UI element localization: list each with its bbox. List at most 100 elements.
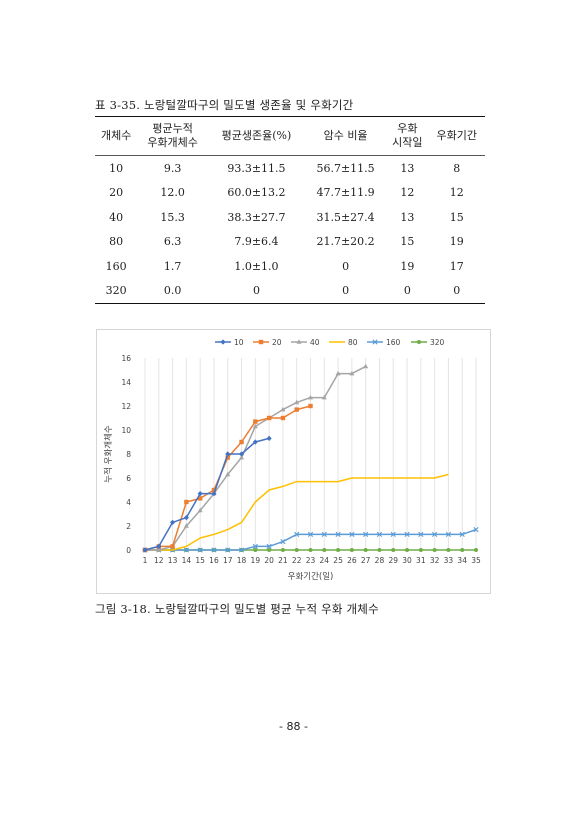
y-tick-label: 12 [121, 402, 131, 411]
x-tick-label: 35 [471, 556, 481, 565]
table-cell: 7.9±6.4 [234, 235, 279, 249]
table-cell: 0 [342, 259, 350, 273]
data-point [474, 548, 478, 552]
column-header: 평균생존율(%) [207, 116, 305, 156]
table-cell: 12 [400, 186, 415, 200]
data-point [404, 531, 410, 537]
data-point [294, 531, 300, 537]
table-cell: 13 [400, 210, 415, 224]
table-cell: 320 [95, 278, 138, 304]
data-point [335, 370, 341, 376]
data-point [239, 439, 244, 445]
data-point [253, 548, 258, 552]
y-tick-label: 8 [126, 450, 131, 459]
data-point [349, 531, 355, 537]
x-tick-label: 26 [347, 556, 357, 565]
series-line-10 [144, 437, 270, 551]
table-cell: 0 [428, 278, 485, 304]
data-point [349, 548, 354, 552]
data-point [170, 544, 175, 549]
column-header-line: 평균생존율(%) [221, 129, 292, 142]
data-point [417, 340, 421, 344]
table-header-row: 개체수 평균누적 우화개체수 평균생존율(%) 암수 비율 우화 시작일 우화기간 [95, 116, 485, 156]
table-row: 160 1.7 1.0±1.0 0 19 17 [95, 254, 485, 279]
data-point [183, 523, 189, 528]
data-point [280, 548, 285, 552]
x-tick-label: 33 [444, 556, 454, 565]
table-cell: 15 [400, 235, 415, 249]
data-point [183, 515, 189, 521]
column-header: 암수 비율 [305, 116, 387, 156]
data-point [445, 531, 452, 537]
x-tick-label: 20 [264, 556, 274, 565]
data-point [294, 407, 299, 412]
column-header-line: 시작일 [392, 136, 423, 149]
table-cell: 12.0 [160, 186, 185, 200]
x-tick-label: 22 [292, 556, 302, 565]
data-point [280, 406, 286, 412]
table-cell: 47.7±11.9 [316, 186, 375, 200]
y-tick-label: 6 [126, 474, 131, 483]
x-tick-label: 16 [209, 556, 219, 565]
legend-label: 40 [310, 338, 320, 347]
x-tick-label: 18 [237, 556, 247, 565]
data-point [252, 439, 258, 445]
table-row: 320 0.0 0 0 0 0 [95, 278, 485, 304]
data-point [308, 403, 313, 409]
table-cell: 19 [449, 235, 464, 249]
x-tick-label: 28 [375, 556, 385, 565]
table-cell: 38.3±27.7 [227, 210, 286, 224]
table-cell: 1.0±1.0 [234, 259, 279, 273]
data-point [391, 548, 396, 552]
data-point [376, 531, 383, 537]
table-cell: 60.0±13.2 [227, 186, 286, 200]
x-tick-label: 17 [223, 556, 233, 565]
table-cell: 80 [109, 235, 124, 249]
y-tick-label: 10 [121, 426, 131, 435]
data-point [225, 547, 231, 553]
table-cell: 160 [105, 259, 127, 273]
legend-label: 20 [272, 338, 282, 347]
data-point [377, 548, 382, 552]
x-tick-label: 31 [416, 556, 426, 565]
page-number: - 88 - [279, 720, 308, 733]
data-point [267, 548, 272, 552]
data-point [363, 531, 369, 537]
x-tick-label: 19 [251, 556, 261, 565]
data-point [390, 531, 396, 537]
data-point [266, 435, 272, 441]
table-cell: 12 [449, 186, 464, 200]
data-point [225, 455, 230, 460]
data-point [225, 451, 231, 457]
legend-label: 320 [430, 338, 445, 347]
data-point [183, 547, 189, 553]
data-point [460, 548, 465, 552]
data-point [363, 548, 368, 552]
column-header: 우화기간 [428, 116, 485, 156]
table-row: 10 9.3 93.3±11.5 56.7±11.5 13 8 [95, 156, 485, 181]
data-point [184, 499, 189, 505]
x-tick-label: 23 [306, 556, 316, 565]
table-row: 40 15.3 38.3±27.7 31.5±27.4 13 15 [95, 205, 485, 230]
x-tick-label: 24 [320, 556, 330, 565]
table-cell: 15 [449, 210, 464, 224]
column-header-line: 평균누적 [152, 122, 193, 135]
data-point [266, 543, 272, 549]
table-cell: 0 [386, 278, 429, 304]
y-tick-label: 0 [126, 546, 131, 555]
x-tick-label: 13 [168, 556, 178, 565]
x-axis-title: 우화기간(일) [288, 571, 334, 582]
figure-caption: 그림 3-18. 노랑털깔따구의 밀도별 평균 누적 우화 개체수 [95, 602, 379, 616]
y-tick-label: 4 [126, 498, 131, 507]
x-tick-label: 25 [333, 556, 343, 565]
data-point [280, 415, 286, 421]
x-tick-label: 34 [457, 556, 467, 565]
data-point [418, 531, 424, 537]
legend-label: 80 [348, 338, 358, 347]
table-cell: 19 [400, 259, 415, 273]
y-tick-label: 14 [121, 378, 131, 387]
x-tick-label: 21 [278, 556, 288, 565]
column-header-line: 우화기간 [436, 129, 477, 142]
data-point [446, 548, 451, 552]
